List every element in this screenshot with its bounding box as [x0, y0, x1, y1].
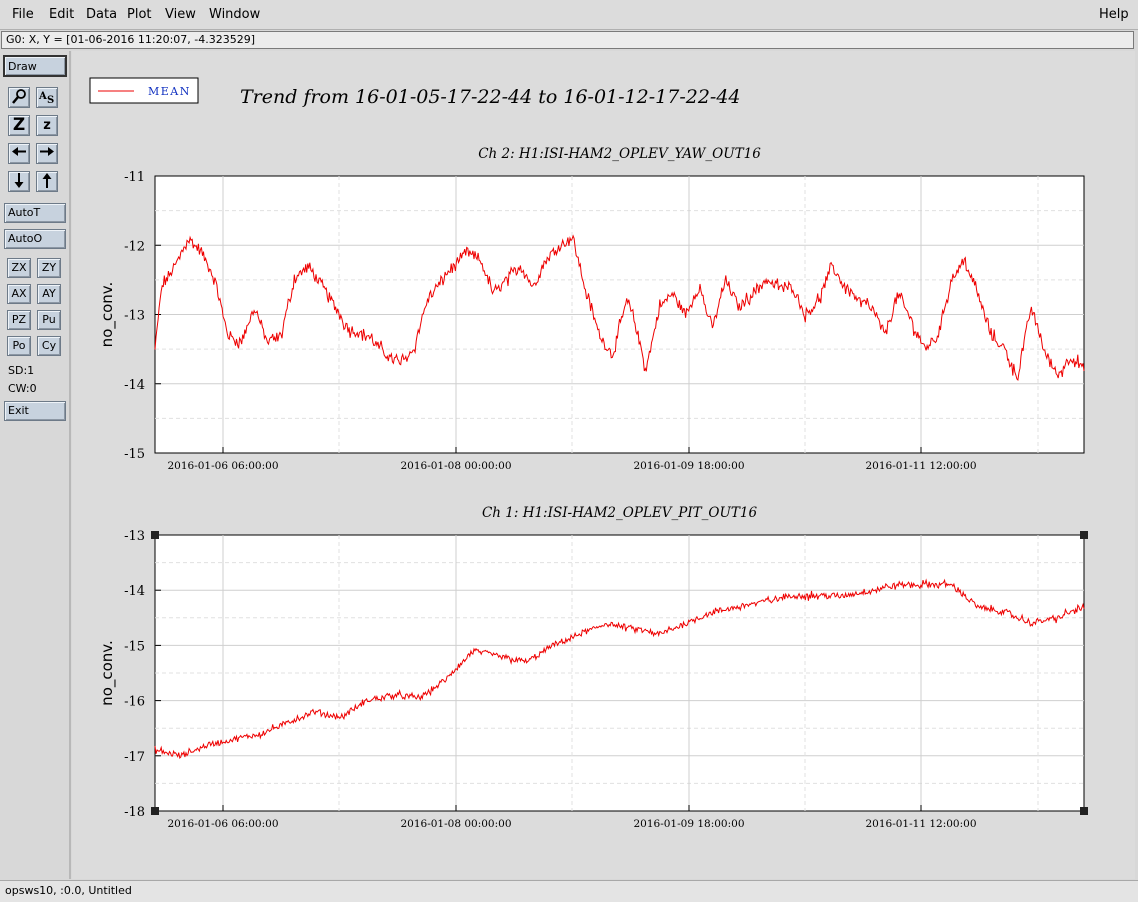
zx-button[interactable]: ZX [7, 258, 31, 278]
ay-button[interactable]: AY [37, 284, 61, 304]
sd-label: SD:1 [8, 364, 35, 377]
legend-label: MEAN [148, 85, 191, 98]
selection-handle[interactable] [1080, 807, 1088, 815]
cursor-readout: G0: X, Y = [01-06-2016 11:20:07, -4.3235… [1, 31, 1134, 49]
y-tick-label: -11 [124, 170, 145, 185]
y-axis-label: no_conv. [98, 640, 117, 706]
y-tick-label: -13 [124, 529, 145, 544]
menu-edit[interactable]: Edit [49, 7, 75, 22]
plot-area-svg[interactable]: MEAN Trend from 16-01-05-17-22-44 to 16-… [72, 51, 1135, 879]
svg-text:S: S [47, 95, 54, 105]
y-tick-label: -12 [124, 239, 145, 254]
x-tick-label: 2016-01-09 18:00:00 [633, 460, 744, 472]
y-tick-label: -17 [124, 750, 145, 765]
y-tick-label: -13 [124, 309, 145, 324]
cy-button[interactable]: Cy [37, 336, 61, 356]
zy-button[interactable]: ZY [37, 258, 61, 278]
selection-handle[interactable] [151, 807, 159, 815]
zoom-in-button[interactable]: Z [8, 115, 30, 136]
pz-button[interactable]: PZ [7, 310, 31, 330]
cw-label: CW:0 [8, 382, 37, 395]
series-line-mean [154, 578, 1085, 760]
menu-view[interactable]: View [165, 7, 196, 22]
menu-help[interactable]: Help [1099, 7, 1129, 22]
exit-button[interactable]: Exit [4, 401, 66, 421]
x-tick-label: 2016-01-06 06:00:00 [167, 460, 278, 472]
pitch-chart[interactable]: -13 -14 -15 -16 -17 -18 2016-01-06 06:00:00 201… [98, 505, 1088, 830]
arrow-up-icon[interactable] [36, 171, 58, 192]
window-status-bar: opsws10, :0.0, Untitled [0, 880, 1138, 902]
x-tick-label: 2016-01-08 00:00:00 [400, 818, 511, 830]
yaw-chart[interactable]: -11 -12 -13 -14 -15 2016-01-06 06:00:00 2016-0… [98, 146, 1085, 472]
selection-handle[interactable] [1080, 531, 1088, 539]
chart-title: Ch 2: H1:ISI-HAM2_OPLEV_YAW_OUT16 [478, 146, 761, 162]
ax-button[interactable]: AX [7, 284, 31, 304]
arrow-right-icon[interactable] [36, 143, 58, 164]
menu-file[interactable]: File [12, 7, 34, 22]
chart-title: Ch 1: H1:ISI-HAM2_OPLEV_PIT_OUT16 [482, 505, 757, 521]
y-tick-label: -18 [124, 805, 145, 820]
plot-canvas[interactable]: MEAN Trend from 16-01-05-17-22-44 to 16-… [72, 51, 1135, 879]
draw-button[interactable]: Draw [3, 55, 67, 77]
magnify-icon[interactable] [8, 87, 30, 108]
pu-button[interactable]: Pu [37, 310, 61, 330]
y-tick-label: -15 [124, 447, 145, 462]
x-tick-label: 2016-01-06 06:00:00 [167, 818, 278, 830]
x-tick-label: 2016-01-11 12:00:00 [865, 460, 976, 472]
legend: MEAN [89, 77, 199, 104]
x-tick-label: 2016-01-09 18:00:00 [633, 818, 744, 830]
auto-o-button[interactable]: AutoO [4, 229, 66, 249]
arrow-left-icon[interactable] [8, 143, 30, 164]
x-tick-label: 2016-01-11 12:00:00 [865, 818, 976, 830]
y-tick-label: -14 [124, 584, 145, 599]
arrow-down-icon[interactable] [8, 171, 30, 192]
po-button[interactable]: Po [7, 336, 31, 356]
menu-bar: File Edit Data Plot View Window Help [0, 0, 1138, 30]
menu-window[interactable]: Window [209, 7, 261, 22]
zoom-out-button[interactable]: z [36, 115, 58, 136]
y-axis-label: no_conv. [98, 282, 117, 348]
y-tick-label: -14 [124, 378, 145, 393]
x-tick-label: 2016-01-08 00:00:00 [400, 460, 511, 472]
series-line-mean [154, 234, 1085, 382]
y-tick-label: -15 [124, 639, 145, 654]
svg-text:A: A [38, 91, 47, 102]
page-title: Trend from 16-01-05-17-22-44 to 16-01-12… [240, 86, 741, 108]
selection-handle[interactable] [151, 531, 159, 539]
y-tick-label: -16 [124, 695, 145, 710]
menu-data[interactable]: Data [86, 7, 118, 22]
menu-plot[interactable]: Plot [127, 7, 152, 22]
auto-t-button[interactable]: AutoT [4, 203, 66, 223]
